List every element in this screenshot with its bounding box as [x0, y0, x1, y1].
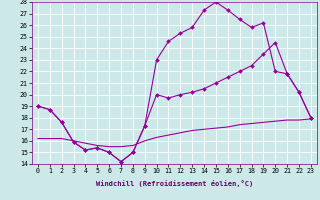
- X-axis label: Windchill (Refroidissement éolien,°C): Windchill (Refroidissement éolien,°C): [96, 180, 253, 187]
